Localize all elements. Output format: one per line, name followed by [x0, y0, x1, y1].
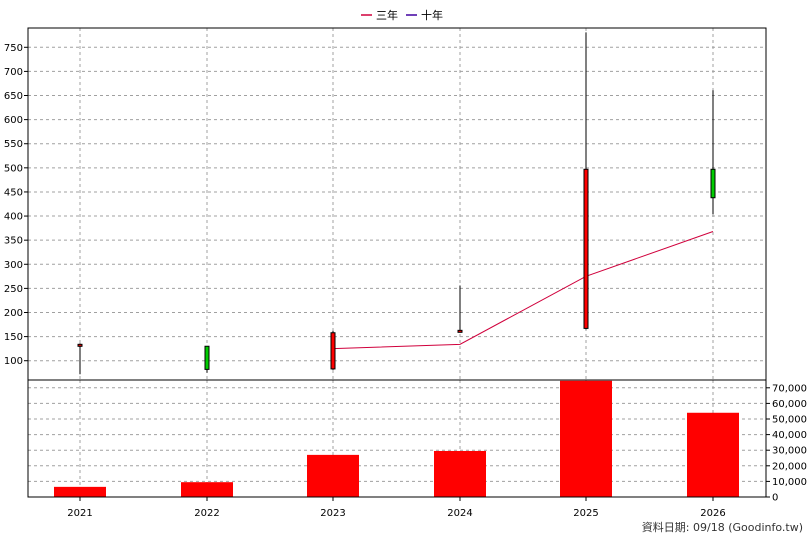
- volume-bar-2024: [434, 450, 486, 497]
- volume-bar-2022: [181, 482, 233, 497]
- legend-label-series-2: 十年: [421, 8, 443, 22]
- volume-tick-label-30,000: 30,000: [772, 446, 807, 457]
- x-tick-label-2023: 2023: [320, 508, 345, 519]
- volume-tick-label-0: 0: [772, 493, 778, 504]
- candle-body-2021: [77, 343, 83, 347]
- x-tick-label-2025: 2025: [573, 508, 598, 519]
- volume-bar-2023: [307, 454, 359, 497]
- price-axis-ticks: 100 150 200 250 300 350 400 450 500 550 600 650 700 7…: [4, 43, 28, 367]
- x-tick-label-2024: 2024: [447, 508, 472, 519]
- volume-bar-2021: [54, 486, 106, 497]
- x-tick-label-2022: 2022: [194, 508, 219, 519]
- volume-tick-label-70,000: 70,000: [772, 383, 807, 394]
- candle-body-2026: [710, 168, 716, 199]
- volume-bar-2025: [560, 380, 612, 497]
- price-tick-label-200: 200: [4, 308, 23, 319]
- price-tick-label-150: 150: [4, 332, 23, 343]
- price-tick-label-550: 550: [4, 139, 23, 150]
- x-tick-label-2021: 2021: [67, 508, 92, 519]
- candlesticks: [77, 32, 716, 375]
- volume-tick-label-50,000: 50,000: [772, 415, 807, 426]
- price-tick-label-700: 700: [4, 67, 23, 78]
- data-date-footer: 資料日期: 09/18 (Goodinfo.tw): [642, 520, 803, 534]
- price-tick-label-350: 350: [4, 236, 23, 247]
- volume-tick-label-60,000: 60,000: [772, 399, 807, 410]
- price-tick-label-600: 600: [4, 115, 23, 126]
- x-axis-ticks: 2021 2022 2023 2024 2025 2026: [67, 497, 726, 519]
- price-tick-label-250: 250: [4, 284, 23, 295]
- price-tick-label-750: 750: [4, 43, 23, 54]
- moving-average-lines: [332, 231, 714, 350]
- price-tick-label-100: 100: [4, 356, 23, 367]
- volume-tick-label-10,000: 10,000: [772, 477, 807, 488]
- volume-tick-label-20,000: 20,000: [772, 461, 807, 472]
- price-tick-label-300: 300: [4, 260, 23, 271]
- volume-panel-frame: [27, 379, 767, 498]
- x-tick-label-2026: 2026: [700, 508, 725, 519]
- avg-line-series-1: [332, 231, 714, 350]
- price-tick-label-650: 650: [4, 91, 23, 102]
- price-gridlines: [28, 28, 766, 380]
- volume-bar-2026: [687, 412, 739, 497]
- price-tick-label-400: 400: [4, 212, 23, 223]
- legend-label-series-1: 三年: [376, 8, 398, 22]
- candle-body-2022: [204, 345, 210, 370]
- volume-bars: [54, 380, 739, 497]
- candle-body-2025: [583, 168, 589, 329]
- candle-body-2024: [457, 329, 463, 333]
- price-tick-label-450: 450: [4, 187, 23, 198]
- price-tick-label-500: 500: [4, 163, 23, 174]
- candle-body-2023: [330, 332, 336, 370]
- legend: 三年 十年: [361, 8, 443, 22]
- volume-axis-ticks: 0 10,000 20,000 30,000 40,000 50,000 60,000 70,…: [766, 383, 807, 504]
- volume-tick-label-40,000: 40,000: [772, 430, 807, 441]
